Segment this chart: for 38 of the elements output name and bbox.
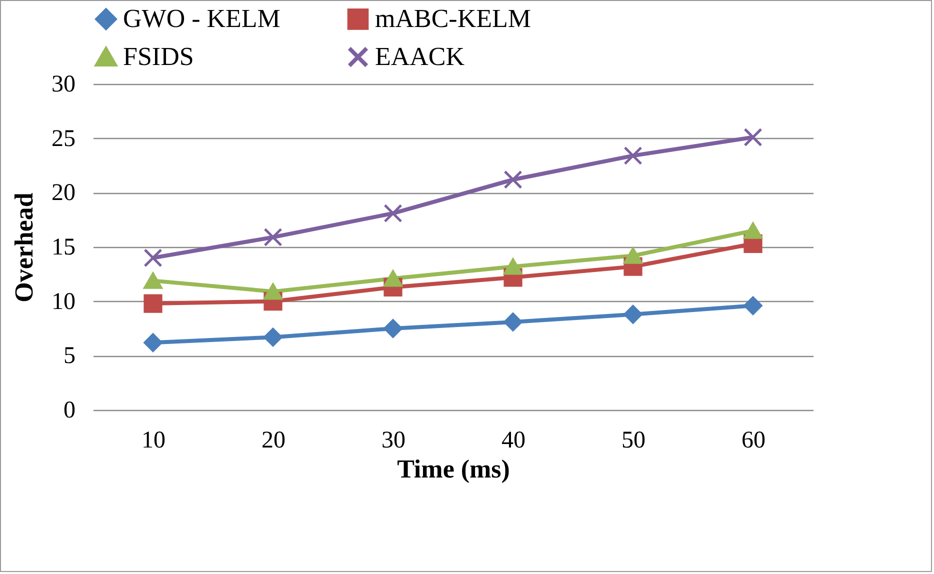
point — [624, 247, 642, 264]
point — [504, 170, 522, 189]
point — [384, 204, 402, 223]
point — [144, 333, 162, 352]
x-tick-label: 10 — [142, 428, 166, 454]
x-tick-label: 60 — [742, 428, 766, 454]
point — [144, 294, 162, 313]
point — [624, 146, 642, 166]
y-tick-label: 15 — [52, 234, 76, 260]
x-tick-label: 20 — [262, 428, 286, 454]
point — [384, 319, 402, 338]
legend-label: EAACK — [375, 42, 465, 71]
x-axis-title: Time (ms) — [397, 454, 510, 484]
x-tick-label: 40 — [502, 428, 526, 454]
point — [744, 128, 762, 147]
point — [264, 328, 282, 347]
y-tick-label: 20 — [52, 180, 76, 206]
y-tick-label: 0 — [64, 398, 76, 424]
point — [144, 248, 162, 268]
point — [624, 305, 642, 324]
y-tick-label: 5 — [64, 343, 76, 370]
point — [744, 222, 762, 239]
point — [264, 283, 282, 300]
point — [264, 228, 282, 247]
y-tick-label: 30 — [52, 72, 76, 98]
legend-label: GWO - KELM — [123, 4, 280, 34]
point — [504, 258, 522, 275]
y-tick-label: 25 — [52, 126, 76, 152]
point — [744, 296, 762, 315]
legend-label: mABC-KELM — [375, 4, 531, 34]
point — [384, 270, 402, 287]
y-axis-title: Overhead — [10, 192, 38, 302]
point — [144, 272, 162, 289]
x-tick-label: 50 — [622, 428, 646, 454]
legend-label: FSIDS — [123, 42, 194, 71]
point — [504, 312, 522, 332]
x-tick-label: 30 — [382, 428, 406, 454]
y-tick-label: 10 — [52, 288, 76, 315]
